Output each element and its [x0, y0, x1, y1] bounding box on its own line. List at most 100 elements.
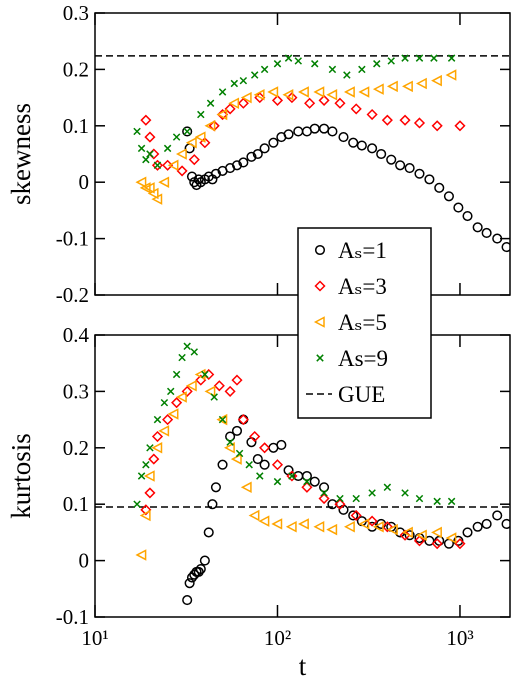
x-axis-label: t — [299, 651, 307, 681]
marker — [386, 154, 397, 165]
marker — [246, 151, 257, 162]
marker — [172, 133, 181, 141]
marker — [238, 414, 249, 425]
marker — [240, 481, 252, 494]
marker — [193, 174, 204, 185]
marker — [395, 160, 406, 171]
marker — [230, 79, 239, 88]
marker — [184, 578, 195, 589]
marker — [309, 123, 320, 134]
marker — [433, 497, 441, 506]
y-tick-label: 0.2 — [63, 436, 89, 460]
marker — [153, 415, 162, 424]
marker — [338, 132, 349, 143]
marker — [415, 54, 424, 62]
marker — [481, 227, 492, 239]
y-tick-label: 0.4 — [63, 323, 90, 347]
legend-marker — [314, 280, 326, 292]
marker — [140, 114, 152, 126]
marker — [367, 143, 378, 154]
marker — [381, 114, 393, 126]
marker — [135, 549, 147, 561]
marker — [133, 127, 141, 136]
marker — [259, 442, 271, 454]
legend-box — [297, 227, 432, 419]
marker — [445, 69, 457, 81]
marker — [352, 494, 360, 503]
marker — [195, 564, 206, 575]
marker — [402, 526, 413, 539]
marker — [204, 120, 216, 132]
marker — [404, 163, 415, 174]
legend-label: Aₛ=3 — [338, 274, 387, 299]
marker — [185, 380, 197, 392]
marker — [147, 187, 159, 200]
marker — [334, 498, 346, 510]
marker — [399, 529, 411, 541]
marker — [231, 160, 243, 171]
marker — [218, 415, 227, 424]
marker — [462, 527, 473, 538]
marker — [415, 77, 427, 90]
marker — [142, 460, 150, 469]
marker — [178, 353, 186, 362]
marker — [226, 438, 234, 446]
marker — [181, 385, 193, 397]
marker — [413, 535, 426, 547]
marker — [175, 391, 187, 403]
marker — [293, 126, 304, 137]
marker — [166, 387, 175, 396]
marker — [443, 191, 454, 202]
marker — [143, 182, 155, 194]
plot-area — [95, 54, 510, 253]
marker — [240, 91, 252, 104]
marker — [301, 470, 312, 482]
marker — [201, 370, 209, 379]
marker — [249, 430, 261, 443]
marker — [144, 487, 156, 499]
marker — [386, 523, 398, 536]
y-tick-label: 0.2 — [63, 57, 89, 81]
marker — [472, 222, 483, 233]
marker — [492, 233, 503, 244]
marker — [252, 148, 263, 160]
marker — [373, 60, 381, 68]
marker — [144, 131, 156, 143]
marker — [372, 521, 384, 533]
y-tick-label: 0 — [79, 549, 90, 573]
marker — [376, 148, 387, 160]
y-tick-label: 0 — [79, 170, 90, 194]
marker — [356, 140, 367, 151]
marker — [148, 453, 160, 465]
marker — [231, 374, 243, 386]
marker — [454, 120, 466, 132]
marker — [224, 103, 236, 115]
marker — [210, 168, 221, 179]
x-tick-label: 10³ — [446, 626, 473, 650]
marker — [172, 370, 181, 379]
marker — [216, 413, 228, 426]
marker — [151, 442, 163, 454]
marker — [383, 483, 392, 492]
marker — [259, 459, 270, 470]
marker — [430, 54, 438, 62]
marker — [213, 380, 225, 392]
marker — [167, 159, 179, 172]
marker — [366, 108, 378, 121]
marker — [224, 385, 236, 397]
marker — [139, 509, 151, 522]
y-tick-label: 0.1 — [63, 114, 89, 138]
x-tick-label: 10¹ — [81, 626, 108, 650]
marker — [327, 126, 338, 137]
marker — [343, 71, 351, 79]
series — [135, 368, 457, 561]
marker — [203, 527, 214, 538]
marker — [301, 481, 313, 493]
marker — [447, 54, 456, 62]
marker — [246, 437, 257, 448]
marker — [175, 148, 187, 160]
marker — [182, 595, 193, 606]
marker — [162, 414, 174, 426]
marker — [268, 137, 279, 148]
marker — [143, 470, 155, 482]
